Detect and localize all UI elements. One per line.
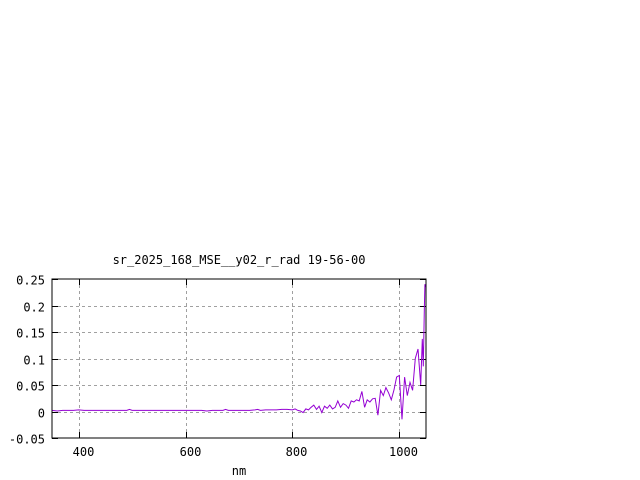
y-tick-label: 0.25 — [16, 274, 45, 288]
x-tick-label: 800 — [286, 445, 308, 459]
x-tick-label: 1000 — [389, 445, 418, 459]
grid — [52, 279, 426, 438]
y-tick-label: -0.05 — [9, 433, 45, 447]
y-tick-label: 0 — [38, 407, 45, 421]
chart-title: sr_2025_168_MSE__y02_r_rad 19-56-00 — [113, 253, 366, 267]
y-tick-label: 0.2 — [23, 301, 45, 315]
ticks: 400 600 800 1000 -0.05 0 0.05 0.1 0.15 0.2 0.25 — [9, 274, 426, 459]
x-tick-label: 600 — [180, 445, 202, 459]
y-tick-label: 0.1 — [23, 354, 45, 368]
x-tick-label: 400 — [73, 445, 95, 459]
y-tick-label: 0.05 — [16, 380, 45, 394]
series-line — [51, 284, 427, 420]
plot-frame — [51, 278, 427, 439]
y-tick-label: 0.15 — [16, 327, 45, 341]
x-axis-label: nm — [232, 464, 246, 478]
